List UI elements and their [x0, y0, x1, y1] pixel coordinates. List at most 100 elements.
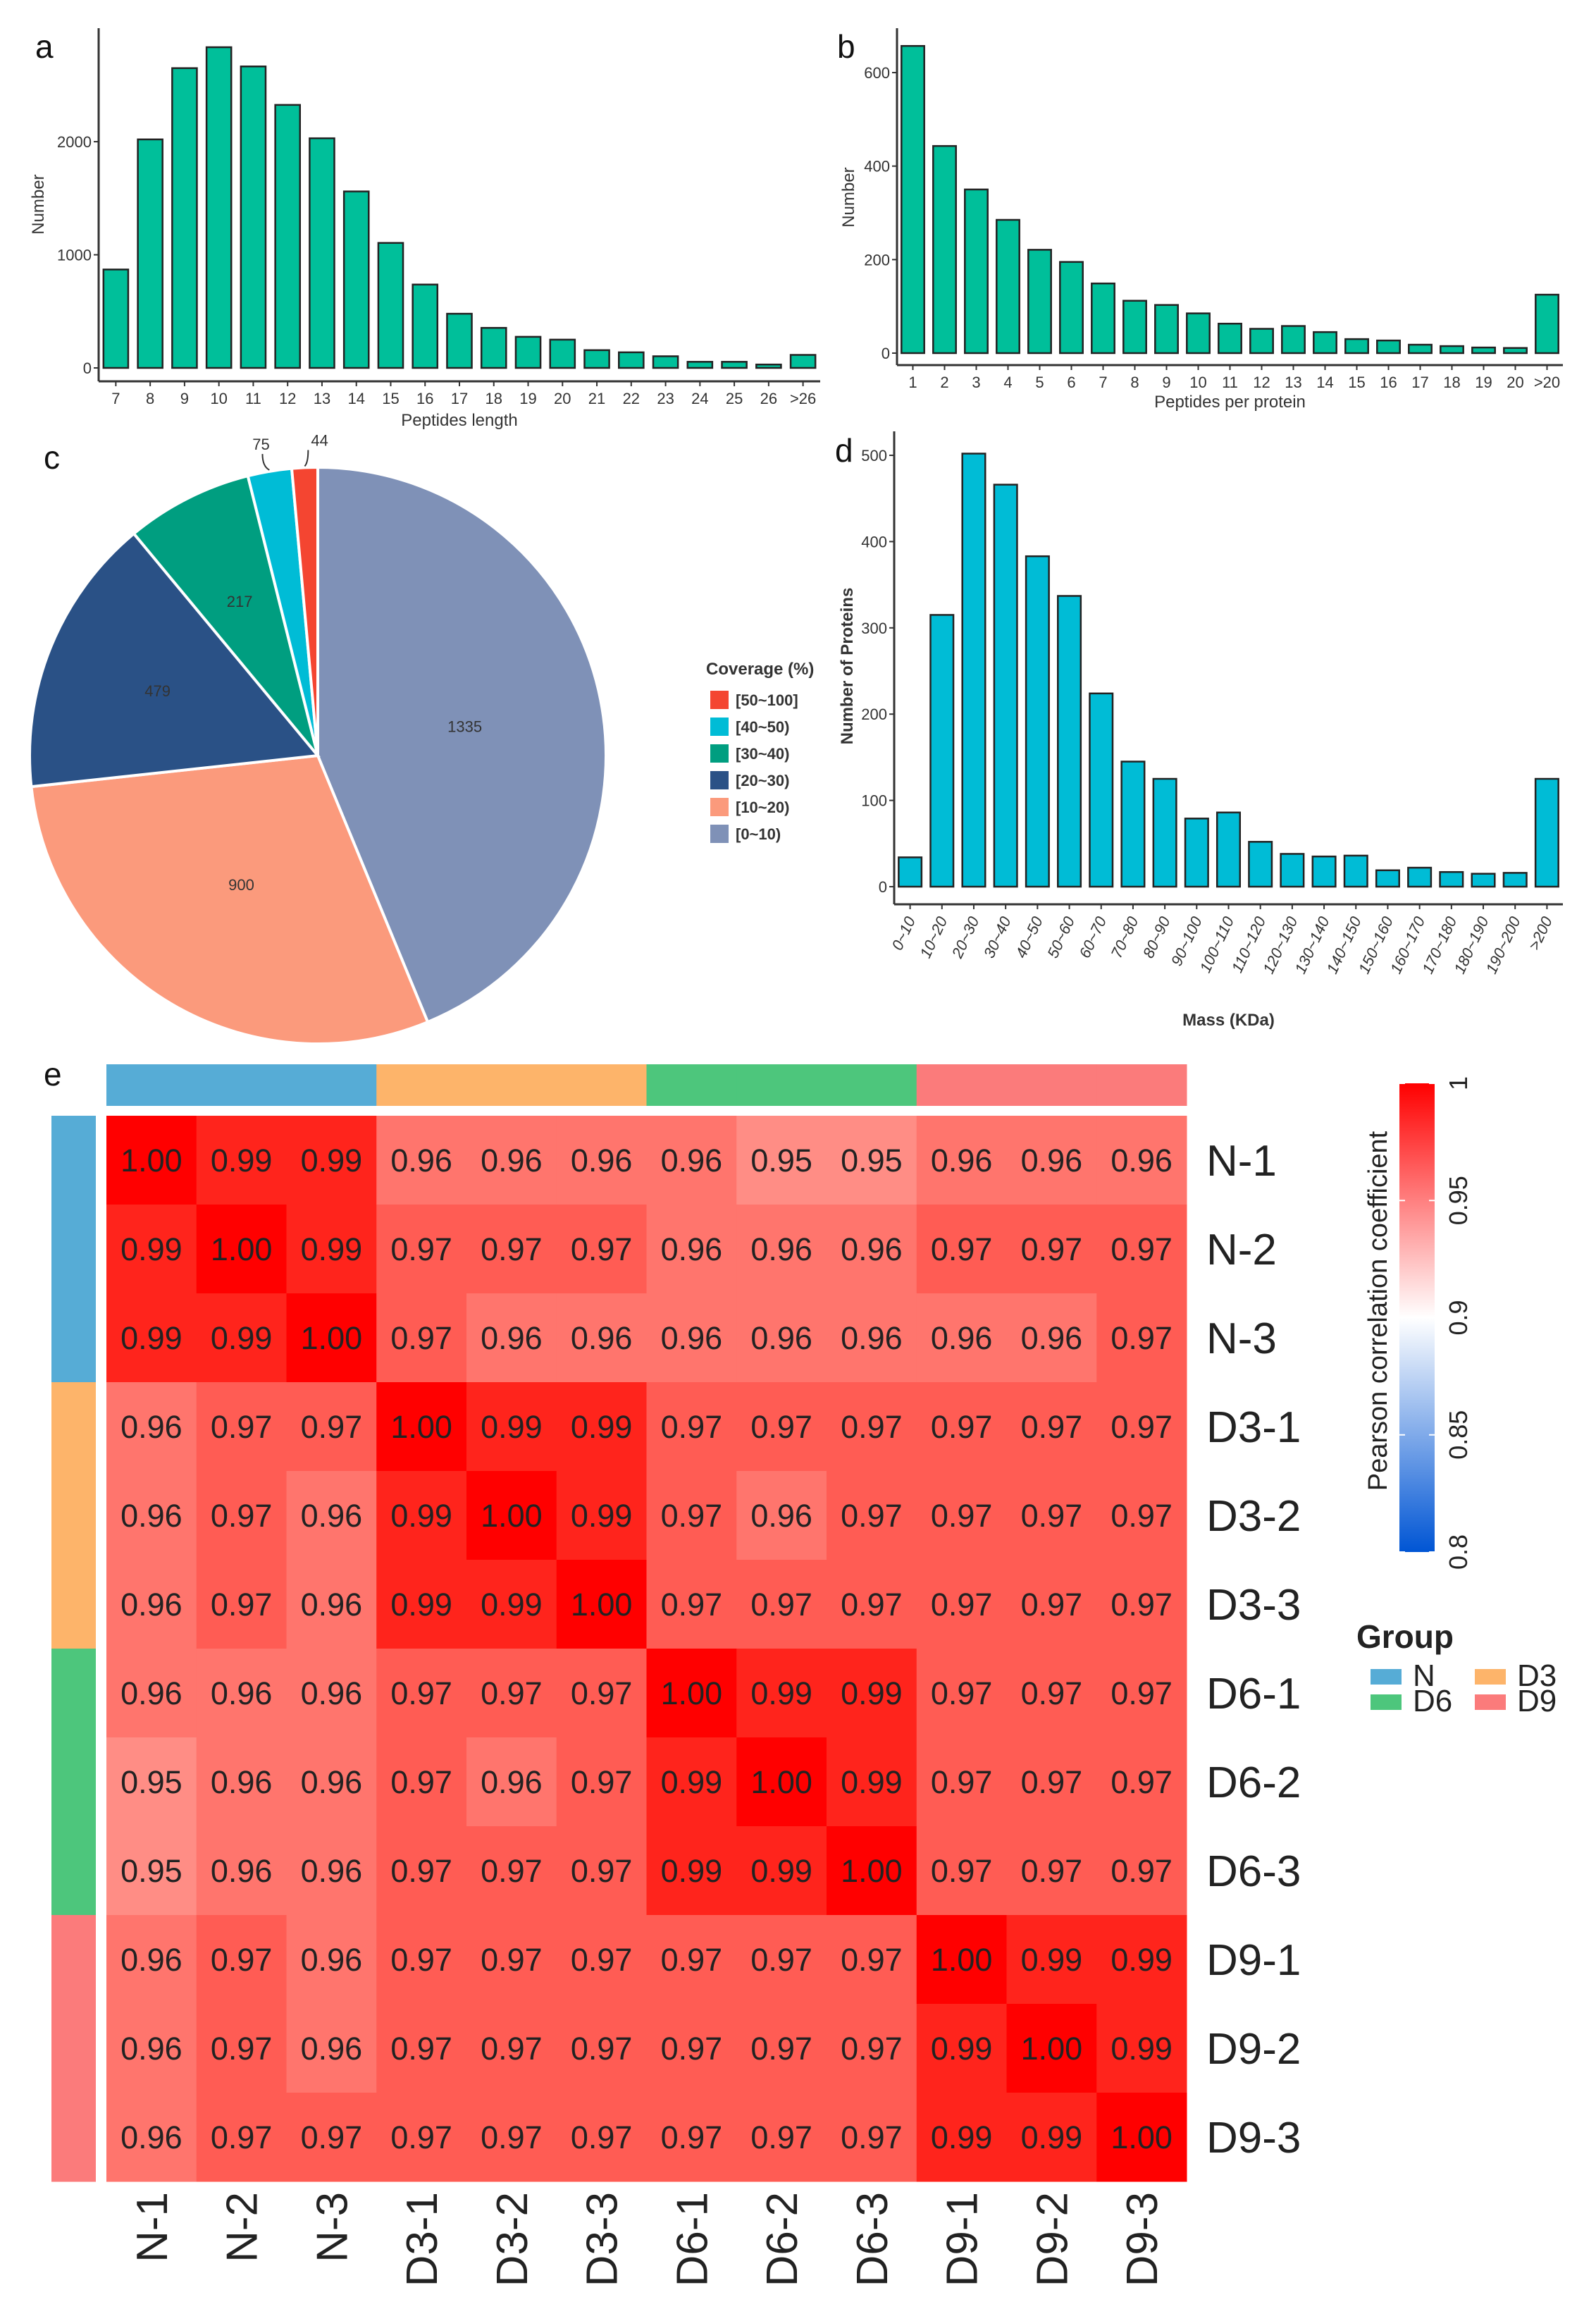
heatmap-cell — [106, 1560, 197, 1649]
colorbar-tick-label: 0.95 — [1444, 1176, 1473, 1225]
heatmap-cell — [286, 1293, 377, 1383]
panel-letter: c — [44, 439, 60, 476]
y-tick-label: 0 — [83, 359, 92, 377]
heatmap-cell — [1006, 1737, 1097, 1827]
heatmap-cell — [646, 1205, 737, 1294]
cell-value: 0.97 — [390, 2119, 452, 2155]
bar-5 — [1027, 249, 1052, 355]
heatmap-cell — [1006, 1915, 1097, 2005]
cell-value: 0.97 — [931, 1498, 993, 1534]
panel-a: a 0 1000 2000 7 8 9 10 11 12 13 14 15 16 17 18 19 20 21 22 2… — [29, 28, 820, 430]
column-label: D9-2 — [1028, 2192, 1077, 2286]
heatmap-cell — [286, 1116, 377, 1205]
heatmap-cell — [1096, 1205, 1187, 1294]
heatmap-cell — [106, 1293, 197, 1383]
bar-140~150 — [1343, 854, 1368, 888]
legend-label: [0~10) — [736, 825, 781, 843]
heatmap-cell — [286, 1560, 377, 1649]
column-group-bar-N — [286, 1064, 377, 1106]
cell-value: 0.99 — [390, 1587, 452, 1623]
cell-value: 0.97 — [481, 1853, 543, 1889]
bar-110~120 — [1248, 841, 1273, 888]
cell-value: 0.97 — [481, 1675, 543, 1711]
cell-value: 0.99 — [120, 1231, 183, 1267]
heatmap-cell — [1096, 1471, 1187, 1560]
x-tick-label: >200 — [1525, 913, 1556, 953]
cell-value: 0.96 — [571, 1320, 633, 1356]
leader-line — [261, 454, 270, 471]
heatmap-cell — [556, 1915, 647, 2005]
bar-100~110 — [1215, 811, 1242, 888]
x-tick-label: 22 — [623, 390, 640, 407]
cell-value: 0.96 — [931, 1320, 993, 1356]
bar-40~50 — [1025, 555, 1050, 888]
y-tick-label: 2000 — [57, 133, 92, 151]
bar-26 — [755, 363, 782, 369]
cell-value: 1.00 — [1111, 2119, 1173, 2155]
colorbar-tick-label: 1 — [1444, 1076, 1473, 1090]
heatmap-cell — [106, 1649, 197, 1738]
heatmap-cell — [466, 1293, 557, 1383]
bar-2 — [932, 144, 957, 355]
heatmap-cell — [376, 1382, 467, 1472]
bar->20 — [1535, 293, 1559, 355]
cell-value: 0.95 — [120, 1853, 183, 1889]
y-tick-label: 0 — [879, 878, 887, 896]
heatmap-cell — [286, 1826, 377, 1916]
cell-value: 0.97 — [211, 1587, 273, 1623]
heatmap-cell — [556, 1116, 647, 1205]
cell-value: 0.97 — [661, 1942, 723, 1978]
row-group-bar-N — [51, 1205, 96, 1294]
heatmap-cell — [1006, 2004, 1097, 2093]
row-label: N-1 — [1206, 1137, 1277, 1186]
heatmap-cell — [196, 2093, 287, 2182]
x-axis-title: Peptides length — [401, 411, 517, 430]
bar-20 — [549, 338, 576, 369]
cell-value: 0.97 — [1111, 1409, 1173, 1445]
heatmap-cell — [646, 1826, 737, 1916]
cell-value: 1.00 — [661, 1675, 723, 1711]
x-tick-label: 15 — [1348, 374, 1365, 391]
y-tick-label: 400 — [861, 533, 887, 550]
cell-value: 0.96 — [661, 1320, 723, 1356]
heatmap-cell — [916, 1205, 1007, 1294]
legend-label: [30~40) — [736, 745, 789, 763]
heatmap-cell — [827, 1293, 917, 1383]
heatmap-cell — [646, 1560, 737, 1649]
group-legend-label: D9 — [1517, 1684, 1557, 1718]
x-tick-label: 10 — [210, 390, 227, 407]
heatmap-cell — [286, 2093, 377, 2182]
x-tick-label: 26 — [760, 390, 777, 407]
slice-value-label: 479 — [144, 682, 171, 700]
x-tick-label: 8 — [1130, 374, 1139, 391]
bar-7 — [1091, 282, 1115, 355]
row-label: D6-3 — [1206, 1847, 1301, 1896]
x-tick-label: 24 — [691, 390, 708, 407]
x-tick-label: 3 — [972, 374, 980, 391]
legend-label: [10~20) — [736, 799, 789, 816]
bar-80~90 — [1152, 777, 1177, 888]
cell-value: 0.97 — [750, 2031, 812, 2067]
cell-value: 0.97 — [1021, 1409, 1083, 1445]
x-tick-label: 14 — [347, 390, 364, 407]
bar-17 — [446, 312, 473, 369]
heatmap-cell — [466, 1116, 557, 1205]
cell-value: 0.97 — [1111, 1231, 1173, 1267]
cell-value: 0.99 — [571, 1498, 633, 1534]
bar-50~60 — [1057, 595, 1082, 888]
x-tick-label: 11 — [245, 390, 261, 407]
cell-value: 0.99 — [301, 1231, 363, 1267]
column-label: N-1 — [128, 2192, 177, 2262]
heatmap-cell — [556, 2093, 647, 2182]
bar-70~80 — [1120, 761, 1146, 888]
heatmap-cell — [736, 1560, 827, 1649]
row-label: D3-2 — [1206, 1492, 1301, 1541]
heatmap-cell — [646, 1737, 737, 1827]
bar-4 — [996, 218, 1020, 355]
pie-slice-[50~100] — [290, 465, 319, 756]
cell-value: 1.00 — [301, 1320, 363, 1356]
column-label: N-2 — [218, 2192, 267, 2262]
cell-value: 0.96 — [750, 1231, 812, 1267]
cell-value: 0.97 — [841, 2031, 903, 2067]
cell-value: 0.96 — [841, 1320, 903, 1356]
